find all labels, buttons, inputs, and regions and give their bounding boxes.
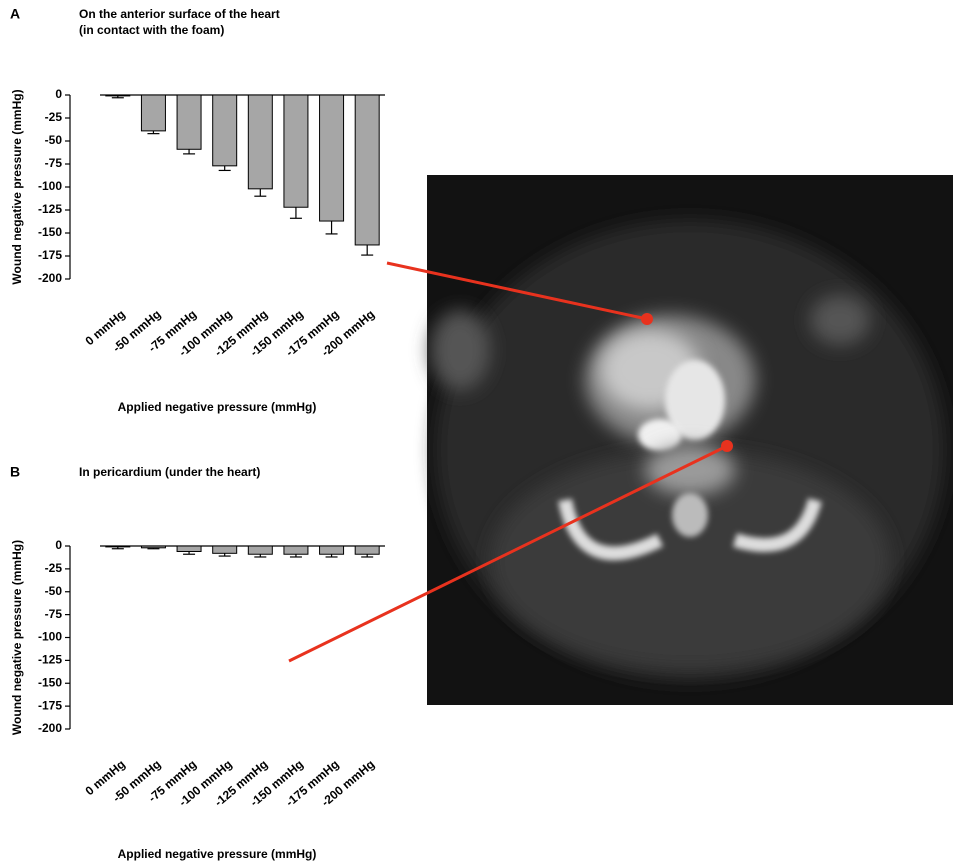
connectors	[288, 261, 733, 663]
y-tick-label: 0	[55, 538, 62, 552]
bar	[319, 94, 345, 222]
chart-title: In pericardium (under the heart)	[79, 465, 260, 479]
y-tick-label: -100	[38, 179, 62, 193]
y-tick-label: -200	[38, 721, 62, 735]
y-axis-label: Wound negative pressure (mmHg)	[10, 89, 24, 284]
bar	[140, 545, 166, 549]
bar	[105, 545, 131, 548]
x-axis-label: Applied negative pressure (mmHg)	[118, 400, 317, 414]
y-tick-label: -150	[38, 225, 62, 239]
y-tick-label: -175	[38, 698, 62, 712]
y-tick-label: -175	[38, 248, 62, 262]
y-tick-label: -125	[38, 202, 62, 216]
bar	[140, 94, 166, 132]
y-tick-label: -25	[45, 110, 63, 124]
y-tick-label: -50	[45, 133, 63, 147]
bar	[212, 545, 238, 554]
bar	[247, 545, 273, 555]
y-tick-label: -25	[45, 561, 63, 575]
x-axis-label: Applied negative pressure (mmHg)	[118, 847, 317, 861]
bar	[176, 94, 202, 150]
bar	[319, 545, 345, 555]
y-tick-label: 0	[55, 87, 62, 101]
bar	[354, 545, 380, 555]
bar	[247, 94, 273, 190]
y-axis-label: Wound negative pressure (mmHg)	[10, 540, 24, 735]
bar	[283, 545, 309, 555]
mri-image	[427, 175, 953, 705]
y-tick-label: -150	[38, 675, 62, 689]
y-tick-label: -75	[45, 156, 63, 170]
bar	[176, 545, 202, 552]
bar	[105, 94, 131, 97]
y-tick-label: -200	[38, 271, 62, 285]
panel-label: B	[10, 464, 20, 480]
y-tick-label: -50	[45, 584, 63, 598]
y-tick-label: -75	[45, 607, 63, 621]
chart-subtitle: (in contact with the foam)	[79, 23, 224, 37]
y-tick-label: -125	[38, 653, 62, 667]
bar	[283, 94, 309, 208]
y-tick-label: -100	[38, 630, 62, 644]
panel-label: A	[10, 6, 20, 22]
bar	[212, 94, 238, 167]
bar	[354, 94, 380, 246]
chart-title: On the anterior surface of the heart	[79, 7, 280, 21]
